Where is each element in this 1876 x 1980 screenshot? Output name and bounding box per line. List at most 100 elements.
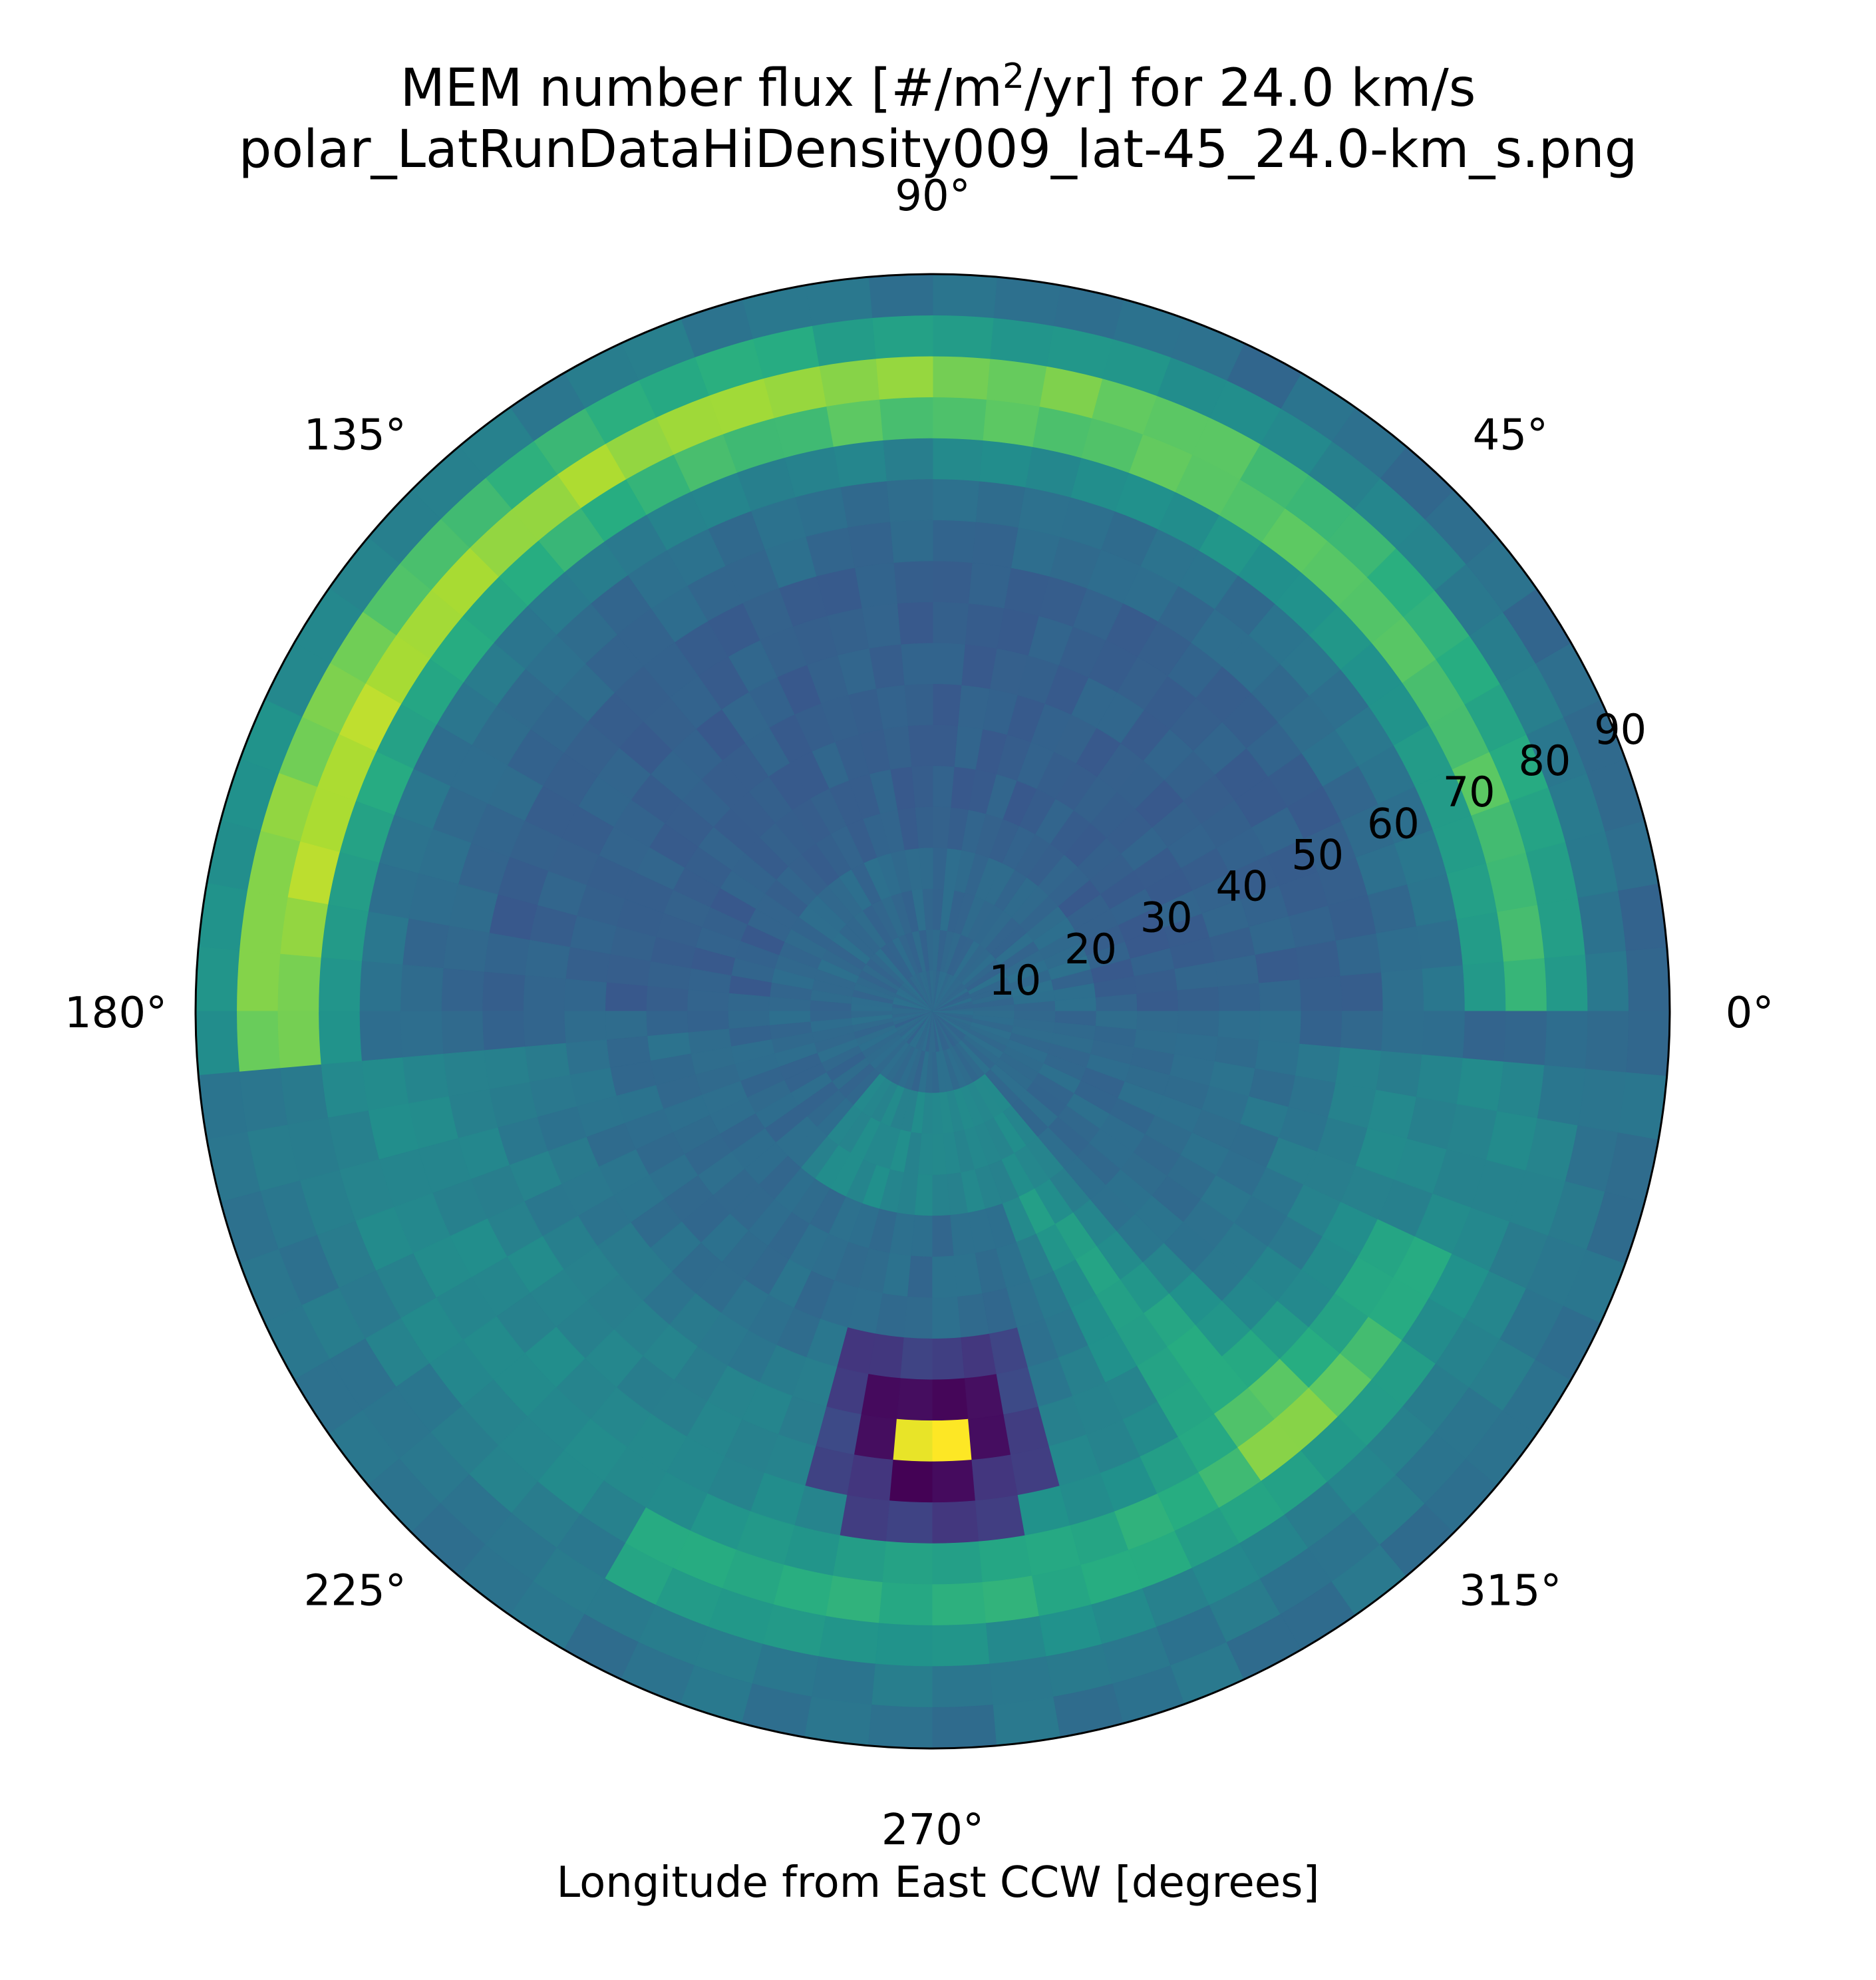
heatmap-cell bbox=[811, 317, 876, 367]
heatmap-cell bbox=[907, 1255, 933, 1299]
heatmap-cell bbox=[1537, 897, 1586, 959]
heatmap-cell bbox=[882, 1541, 933, 1585]
heatmap-cell bbox=[1422, 964, 1466, 1012]
heatmap-cell bbox=[932, 397, 987, 441]
heatmap-cell bbox=[402, 918, 450, 969]
heatmap-cell bbox=[1380, 968, 1425, 1012]
heatmap-cell bbox=[1497, 904, 1545, 962]
heatmap-cell bbox=[645, 1011, 689, 1037]
heatmap-cell bbox=[1259, 979, 1302, 1012]
heatmap-cell bbox=[985, 1615, 1047, 1665]
r-tick-label: 10 bbox=[989, 956, 1041, 1005]
heatmap-cell bbox=[893, 1418, 933, 1462]
heatmap-cell bbox=[318, 957, 363, 1012]
heatmap-cell bbox=[1577, 890, 1627, 955]
heatmap-cell bbox=[440, 968, 485, 1012]
heatmap-cell bbox=[195, 946, 240, 1012]
heatmap-cell bbox=[1177, 1011, 1220, 1037]
heatmap-cell bbox=[1335, 932, 1382, 976]
heatmap-cell bbox=[975, 480, 1026, 528]
r-tick-labels: 10 20 30 40 50 60 70 80 90 bbox=[989, 705, 1646, 1005]
heatmap-cell bbox=[982, 399, 1040, 447]
theta-tick-label: 45° bbox=[1473, 411, 1548, 460]
heatmap-cell bbox=[1177, 985, 1220, 1012]
heatmap-cell bbox=[1625, 946, 1670, 1012]
heatmap-cell bbox=[932, 273, 998, 319]
heatmap-cell bbox=[1544, 953, 1589, 1012]
heatmap-cell bbox=[1335, 1047, 1382, 1090]
heatmap-cell bbox=[989, 317, 1054, 367]
heatmap-cell bbox=[236, 1011, 281, 1072]
heatmap-cell bbox=[320, 904, 369, 962]
chart-subtitle: polar_LatRunDataHiDensity009_lat-45_24.0… bbox=[238, 120, 1638, 180]
heatmap-cell bbox=[818, 358, 880, 407]
r-tick-label: 40 bbox=[1216, 862, 1269, 911]
heatmap-cell bbox=[875, 355, 933, 400]
heatmap-cell bbox=[932, 1541, 983, 1585]
heatmap-cell bbox=[818, 1615, 880, 1665]
heatmap-cell bbox=[867, 273, 933, 319]
heatmap-cell bbox=[932, 1378, 969, 1422]
heatmap-cell bbox=[1299, 1011, 1343, 1048]
theta-tick-label: 180° bbox=[65, 989, 167, 1038]
heatmap-cell bbox=[847, 1454, 894, 1502]
heatmap-cell bbox=[979, 1535, 1033, 1583]
heatmap-cell bbox=[236, 950, 281, 1012]
heatmap-cell bbox=[1456, 911, 1505, 965]
heatmap-cell bbox=[442, 1050, 490, 1097]
heatmap-cell bbox=[1376, 1050, 1423, 1097]
heatmap-cell bbox=[968, 562, 1012, 609]
heatmap-cell bbox=[361, 1057, 409, 1112]
heatmap-cell bbox=[1544, 1011, 1589, 1069]
heatmap-cell bbox=[893, 560, 933, 604]
heatmap-cell bbox=[896, 601, 933, 645]
heatmap-cell bbox=[1259, 1011, 1302, 1044]
heatmap-cell bbox=[871, 315, 933, 359]
theta-tick-label: 135° bbox=[304, 411, 406, 460]
heatmap-cell bbox=[932, 1337, 965, 1381]
heatmap-cell bbox=[400, 1011, 444, 1059]
heatmap-cell bbox=[875, 1623, 933, 1667]
heatmap-cell bbox=[1422, 1011, 1466, 1059]
heatmap-cell bbox=[1217, 982, 1261, 1012]
r-tick-label: 80 bbox=[1518, 737, 1571, 785]
theta-tick-label: 315° bbox=[1459, 1566, 1561, 1615]
heatmap-cell bbox=[878, 397, 933, 441]
heatmap-cell bbox=[982, 1575, 1040, 1624]
heatmap-cell bbox=[975, 1494, 1026, 1542]
heatmap-cell bbox=[932, 1296, 962, 1339]
heatmap-cell bbox=[932, 478, 980, 522]
heatmap-cell bbox=[932, 1704, 998, 1749]
heatmap-cell bbox=[900, 1337, 933, 1381]
heatmap-cell bbox=[279, 1064, 329, 1126]
heatmap-cell bbox=[483, 1047, 530, 1090]
heatmap-cell bbox=[932, 1663, 994, 1708]
theta-tick-label: 0° bbox=[1726, 989, 1774, 1038]
heatmap-cell bbox=[811, 1656, 876, 1706]
heatmap-cell bbox=[932, 642, 965, 685]
heatmap-cell bbox=[878, 1581, 933, 1626]
heatmap-cell bbox=[968, 1414, 1012, 1461]
heatmap-cell bbox=[932, 765, 955, 808]
heatmap-cell bbox=[361, 911, 409, 965]
heatmap-cell bbox=[482, 971, 526, 1012]
heatmap-cell bbox=[826, 1575, 883, 1624]
r-tick-label: 20 bbox=[1064, 925, 1117, 973]
heatmap-cell bbox=[320, 1061, 369, 1118]
heatmap-cell bbox=[318, 1011, 363, 1066]
heatmap-cell bbox=[1456, 1057, 1505, 1112]
heatmap-cell bbox=[400, 964, 444, 1012]
title-suffix: /yr] for 24.0 km/s bbox=[1024, 59, 1476, 118]
heatmap-cell bbox=[1585, 950, 1629, 1012]
heatmap-cell bbox=[932, 1418, 973, 1462]
title-prefix: MEM number flux [#/m bbox=[400, 59, 1003, 118]
heatmap-cell bbox=[932, 1623, 991, 1667]
heatmap-cell bbox=[359, 961, 403, 1012]
heatmap-cell bbox=[440, 1011, 485, 1055]
r-tick-label: 70 bbox=[1443, 768, 1495, 816]
theta-tick-label: 90° bbox=[895, 172, 970, 221]
heatmap-cell bbox=[277, 953, 321, 1012]
heatmap-cell bbox=[932, 1500, 980, 1544]
heatmap-cell bbox=[932, 1581, 987, 1626]
